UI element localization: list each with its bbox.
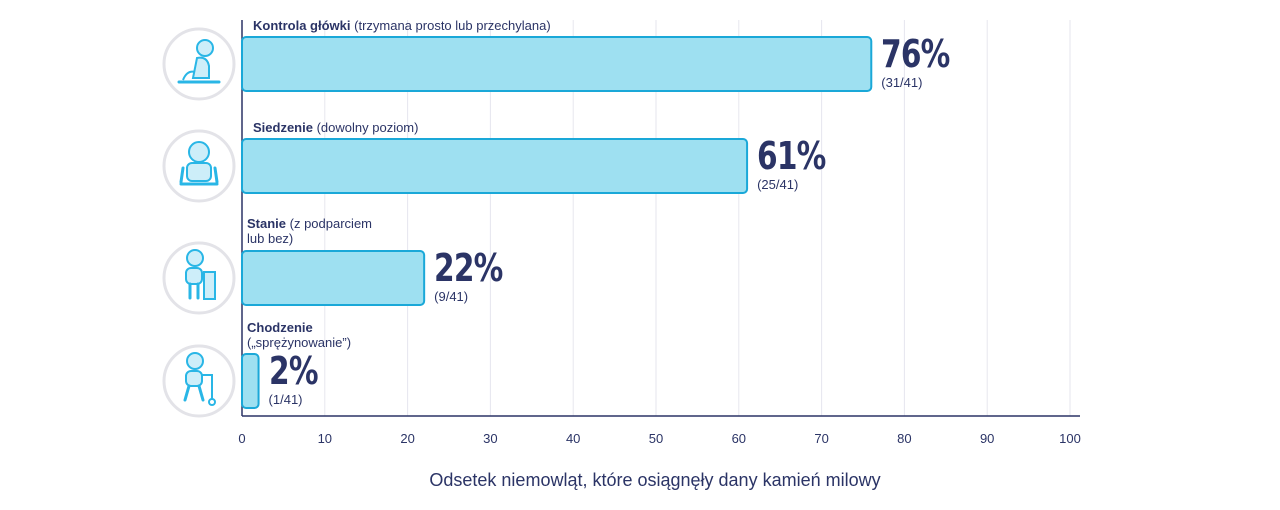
category-description: („sprężynowanie”): [247, 335, 352, 350]
category-label: Kontrola główki (trzymana prosto lub prz…: [253, 18, 551, 33]
value-label: 61%: [757, 134, 826, 178]
x-tick-label: 100: [1059, 431, 1081, 446]
category-label: Stanie (z podparciem lub bez): [247, 216, 372, 246]
x-tick-label: 70: [814, 431, 829, 446]
category-description: lub bez): [247, 231, 294, 246]
x-tick-label: 10: [317, 431, 333, 446]
x-tick-label: 30: [483, 431, 498, 446]
x-axis-title: Odsetek niemowląt, które osiągnęły dany …: [429, 470, 881, 490]
category-name: Siedzenie: [253, 120, 313, 135]
category-label: Chodzenie („sprężynowanie”): [247, 320, 351, 350]
category-name: Stanie: [247, 216, 287, 231]
x-tick-label: 80: [897, 431, 912, 446]
bar: [241, 250, 426, 306]
x-tick-label: 60: [731, 431, 747, 446]
category-description: (z podparciem: [289, 216, 373, 231]
value-label: 2%: [268, 349, 319, 393]
category-description: (trzymana prosto lub przechylana): [354, 18, 551, 33]
value-label: 22%: [434, 246, 503, 290]
x-tick-label: 50: [648, 431, 664, 446]
category-description: (dowolny poziom): [316, 120, 419, 135]
baby-walking-icon: [162, 344, 236, 418]
baby-sitting-icon: [162, 129, 236, 203]
fraction-label: (1/41): [268, 392, 303, 407]
fraction-label: (25/41): [757, 177, 799, 192]
category-label: Siedzenie (dowolny poziom): [253, 120, 418, 135]
bar: [241, 138, 749, 194]
category-name: Kontrola główki: [253, 18, 351, 33]
x-tick-label: 20: [400, 431, 415, 446]
x-tick-label: 40: [565, 431, 581, 446]
baby-standing-icon: [162, 241, 236, 315]
category-name: Chodzenie: [247, 320, 313, 335]
x-tick-label: 0: [238, 431, 246, 446]
bar: [241, 353, 260, 409]
bar: [241, 36, 873, 92]
fraction-label: (31/41): [881, 75, 923, 90]
x-tick-label: 90: [979, 431, 995, 446]
fraction-label: (9/41): [434, 289, 469, 304]
value-label: 76%: [881, 32, 950, 76]
baby-head-control-icon: [162, 27, 236, 101]
